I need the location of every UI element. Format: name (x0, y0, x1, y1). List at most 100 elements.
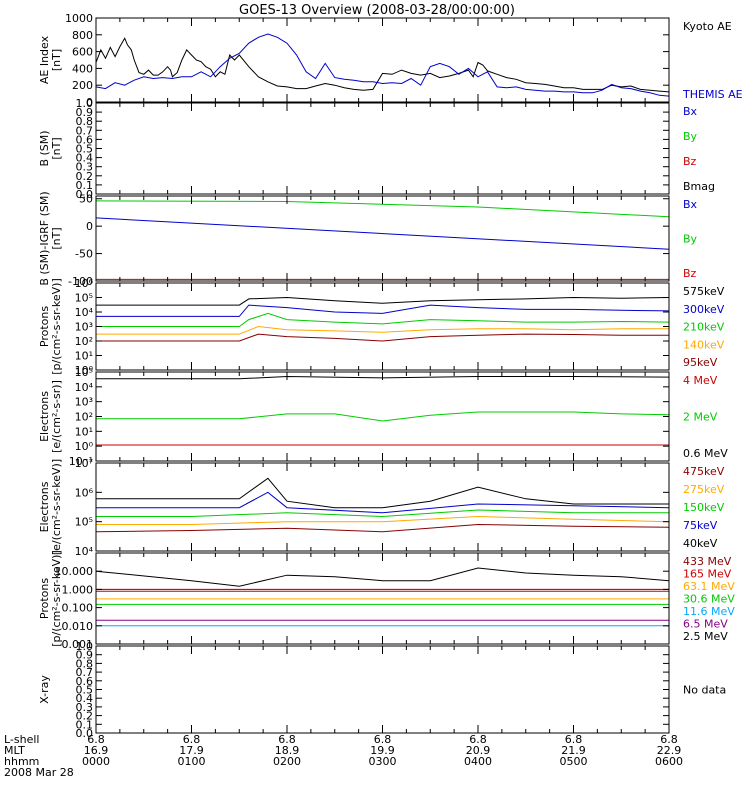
y-tick-label: 0.0 (76, 727, 94, 740)
panel-7: 0.001 0.010 0.100 1.000 10.000 Protons [p/(cm²… (38, 550, 735, 651)
y-tick-label: 10.000 (55, 565, 94, 578)
y-tick-label: 0.4 (76, 692, 94, 705)
legend-label: 2 MeV (683, 411, 718, 424)
x-tick-lshell: 6.8 (183, 733, 201, 746)
series-line-4-5 (96, 333, 669, 342)
x-tick-lshell: 6.8 (278, 733, 296, 746)
y-tick-label: 10⁴ (75, 306, 94, 319)
y-tick-label: 0.6 (76, 133, 94, 146)
series-line-4-1 (96, 296, 670, 306)
y-tick-label: 1.0 (76, 97, 94, 110)
legend-label: 63.1 MeV (683, 580, 735, 593)
series-line-1-2 (95, 33, 670, 97)
x-row-label: L-shell (4, 733, 40, 746)
y-tick-label: 10⁶ (75, 277, 94, 290)
series-line-4-3 (96, 312, 670, 327)
y-tick-label: 0.5 (76, 143, 94, 156)
x-row-label: MLT (4, 744, 25, 757)
y-axis-unit: [nT] (50, 49, 63, 71)
y-tick-label: 0.3 (76, 701, 94, 714)
y-tick-label: 10⁰ (75, 364, 94, 377)
legend-label: Bx (683, 198, 698, 211)
series-line-6-5 (96, 477, 669, 509)
x-tick-lshell: 6.8 (87, 733, 105, 746)
y-tick-label: 10³ (75, 396, 93, 409)
legend-label: 4 MeV (683, 374, 718, 387)
y-tick-label: 0.010 (62, 620, 94, 633)
legend-label: 95keV (683, 356, 718, 369)
plot-title: GOES-13 Overview (2008-03-28/00:00:00) (239, 3, 515, 18)
y-tick-label: 0.4 (76, 152, 94, 165)
series-line-6-3 (96, 509, 669, 518)
legend-label: 11.6 MeV (683, 605, 735, 618)
y-tick-label: 0.1 (76, 718, 94, 731)
y-tick-label: 1.000 (62, 583, 94, 596)
y-axis-title: Protons (38, 578, 51, 619)
x-row-label: hhmm (4, 755, 39, 768)
y-tick-label: 10⁴ (75, 545, 94, 558)
x-tick-hhmm: 0000 (82, 755, 110, 768)
x-tick-mlt: 19.9 (370, 744, 395, 757)
legend-label: 40keV (683, 537, 718, 550)
y-tick-label: 0.7 (76, 666, 94, 679)
y-tick-label: 0.7 (76, 124, 94, 137)
series-line-4-2 (96, 304, 670, 317)
y-tick-label: 0.8 (76, 115, 94, 128)
legend-label: Bx (683, 105, 698, 118)
y-axis-title: Electrons (38, 481, 51, 532)
x-tick-lshell: 6.8 (660, 733, 678, 746)
panel-frame (95, 102, 670, 195)
x-tick-lshell: 6.8 (565, 733, 583, 746)
panel-3: -100 -50 0 50 B (SM)-IGRF (SM) [nT] Bx By Bz (38, 191, 698, 288)
y-tick-label: 1000 (65, 12, 93, 25)
y-tick-label: -50 (75, 248, 93, 261)
panel-1: 0 200 400 600 800 1000 AE Index [nT] Kyoto AE THE… (38, 12, 743, 109)
series-line-4-4 (96, 325, 669, 335)
legend-label: 150keV (683, 501, 725, 514)
legend-label: 6.5 MeV (683, 618, 728, 631)
series-line-6-1 (95, 523, 670, 533)
y-tick-label: 0 (86, 220, 93, 233)
y-tick-label: 400 (72, 62, 93, 75)
y-tick-label: 0.001 (62, 638, 94, 651)
legend-label: Bz (683, 267, 697, 280)
legend-label: Bmag (683, 180, 715, 193)
legend-label: 210keV (683, 321, 725, 334)
y-tick-label: 10⁰ (75, 440, 94, 453)
y-tick-label: 0.0 (76, 188, 94, 201)
panel-frame (95, 195, 670, 282)
panel-6: 10⁴ 10⁵ 10⁶ 10⁷ Electrons [e/(cm²-s-sr-keV)] 4… (38, 457, 725, 558)
x-tick-mlt: 17.9 (179, 744, 204, 757)
panel-2: 0.00.10.20.30.40.50.60.70.80.91.0 B (SM)[… (38, 97, 715, 201)
y-tick-label: 10³ (75, 321, 93, 334)
legend-label: 0.6 MeV (683, 447, 728, 460)
y-tick-label: 10⁻¹ (69, 455, 93, 468)
legend-label: THEMIS AE (682, 88, 743, 101)
y-tick-label: 10⁵ (75, 366, 93, 379)
y-tick-label: 0.6 (76, 675, 94, 688)
series-line-6-2 (96, 515, 670, 525)
y-tick-label: 10¹ (75, 350, 93, 363)
y-tick-label: 10⁵ (75, 516, 93, 529)
y-axis-unit: [nT] (50, 227, 63, 249)
y-tick-label: 800 (72, 29, 93, 42)
x-tick-lshell: 6.8 (374, 733, 392, 746)
y-tick-label: 10⁵ (75, 292, 93, 305)
x-tick-hhmm: 0400 (464, 755, 492, 768)
y-tick-label: 0.9 (76, 649, 94, 662)
x-tick-hhmm: 0300 (369, 755, 397, 768)
y-tick-label: 10² (75, 335, 93, 348)
panel-frame (95, 645, 670, 734)
legend-label: 300keV (683, 303, 725, 316)
y-tick-label: 10⁶ (75, 486, 94, 499)
x-tick-hhmm: 0200 (273, 755, 301, 768)
y-tick-label: 1.0 (76, 640, 94, 653)
legend-label: 2.5 MeV (683, 630, 728, 643)
x-tick-lshell: 6.8 (469, 733, 487, 746)
y-axis-unit: [e/(cm²-s-sr-keV)] (50, 459, 63, 555)
legend-label: No data (683, 684, 726, 697)
y-tick-label: 0 (86, 96, 93, 109)
